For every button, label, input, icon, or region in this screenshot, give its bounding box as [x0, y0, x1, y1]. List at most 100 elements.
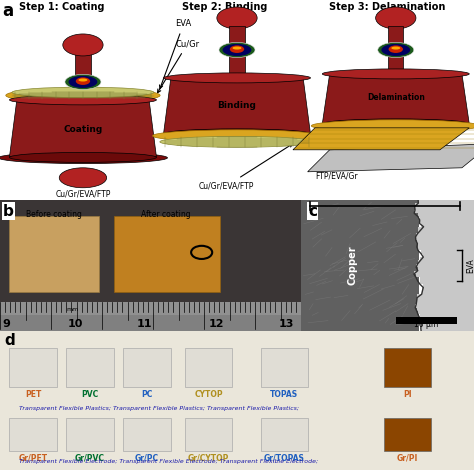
Bar	[421, 325, 474, 328]
Bar	[416, 301, 474, 305]
Text: Before coating: Before coating	[26, 210, 82, 219]
Bar	[419, 314, 474, 318]
Text: mm: mm	[66, 306, 78, 312]
Bar	[422, 288, 474, 291]
Ellipse shape	[9, 95, 156, 105]
Text: 12: 12	[209, 319, 225, 329]
Ellipse shape	[322, 69, 469, 79]
Ellipse shape	[164, 129, 310, 139]
Bar	[423, 284, 474, 288]
Ellipse shape	[65, 74, 101, 89]
Bar	[418, 227, 474, 230]
Bar	[388, 26, 403, 76]
Ellipse shape	[69, 76, 97, 88]
Text: Delamination: Delamination	[367, 94, 425, 102]
Text: Cu/Gr: Cu/Gr	[157, 39, 200, 93]
Text: a: a	[2, 2, 13, 20]
Text: c: c	[308, 204, 317, 219]
Bar	[421, 251, 474, 254]
Ellipse shape	[230, 46, 244, 53]
Bar	[416, 237, 474, 240]
Bar	[414, 271, 474, 274]
Text: Gr/CYTOP: Gr/CYTOP	[188, 454, 229, 462]
Ellipse shape	[219, 42, 255, 57]
Bar	[415, 203, 474, 206]
Text: EVA: EVA	[160, 19, 191, 89]
Bar	[419, 220, 474, 223]
Bar	[261, 417, 308, 451]
Text: Gr/TOPAS: Gr/TOPAS	[264, 454, 305, 462]
Text: Binding: Binding	[218, 102, 256, 110]
Text: b: b	[3, 204, 14, 219]
Ellipse shape	[9, 152, 156, 163]
Text: 10 μm: 10 μm	[414, 320, 438, 329]
Text: Gr/PI: Gr/PI	[397, 454, 419, 462]
Text: PI: PI	[403, 390, 412, 399]
Bar	[384, 417, 431, 451]
Bar	[421, 328, 474, 331]
Bar	[0, 302, 301, 315]
Polygon shape	[9, 100, 156, 157]
Text: Transparent Flexible Electrode; Transparent Flexible Electrode; Transparent Flex: Transparent Flexible Electrode; Transpar…	[19, 460, 318, 464]
Ellipse shape	[6, 88, 160, 103]
Text: 10: 10	[68, 319, 83, 329]
Text: PET: PET	[25, 390, 41, 399]
Ellipse shape	[78, 78, 87, 81]
Bar	[418, 260, 474, 264]
Text: FTP/EVA/Gr: FTP/EVA/Gr	[315, 147, 358, 180]
Text: Gr/PC: Gr/PC	[135, 454, 159, 462]
Ellipse shape	[378, 42, 414, 57]
Text: Step 3: Delamination: Step 3: Delamination	[329, 2, 446, 12]
Bar	[418, 247, 474, 251]
Bar	[416, 274, 474, 277]
Bar	[414, 210, 474, 213]
Bar	[420, 223, 474, 227]
Bar	[418, 230, 474, 234]
Ellipse shape	[322, 119, 469, 129]
Text: Transparent Flexible Plastics; Transparent Flexible Plastics; Transparent Flexib: Transparent Flexible Plastics; Transpare…	[19, 407, 299, 412]
Ellipse shape	[59, 168, 107, 188]
Bar	[418, 240, 474, 243]
Bar	[416, 264, 474, 267]
Ellipse shape	[160, 136, 314, 147]
Bar	[420, 277, 474, 281]
Ellipse shape	[389, 46, 403, 53]
Bar	[419, 318, 474, 321]
Bar	[418, 267, 474, 271]
Bar	[418, 243, 474, 247]
Bar	[418, 213, 474, 217]
Text: Step 2: Binding: Step 2: Binding	[182, 2, 268, 12]
Bar	[114, 216, 220, 292]
Bar	[9, 417, 57, 451]
Bar	[419, 200, 474, 203]
Text: Cu: Cu	[453, 155, 468, 164]
Bar	[417, 294, 474, 298]
Bar	[123, 348, 171, 387]
Text: 11: 11	[137, 319, 152, 329]
Bar	[423, 254, 474, 257]
Bar	[185, 417, 232, 451]
Ellipse shape	[217, 7, 257, 29]
Text: 9: 9	[2, 319, 10, 329]
Text: Cu/Gr/EVA/FTP: Cu/Gr/EVA/FTP	[199, 144, 292, 190]
Ellipse shape	[12, 87, 154, 98]
Ellipse shape	[391, 47, 400, 49]
Bar	[301, 200, 419, 331]
Text: CYTOP: CYTOP	[194, 390, 223, 399]
Bar	[9, 348, 57, 387]
Polygon shape	[308, 144, 474, 172]
Bar	[417, 298, 474, 301]
Text: d: d	[5, 333, 16, 348]
Ellipse shape	[0, 152, 167, 164]
Bar	[66, 417, 114, 451]
Bar	[418, 311, 474, 314]
Bar	[421, 321, 474, 325]
Text: EVA: EVA	[466, 258, 474, 273]
Ellipse shape	[375, 7, 416, 29]
Bar	[420, 281, 474, 284]
Bar	[422, 291, 474, 294]
Ellipse shape	[311, 120, 474, 132]
Bar	[0, 200, 301, 302]
Ellipse shape	[76, 78, 90, 85]
Ellipse shape	[164, 73, 310, 83]
